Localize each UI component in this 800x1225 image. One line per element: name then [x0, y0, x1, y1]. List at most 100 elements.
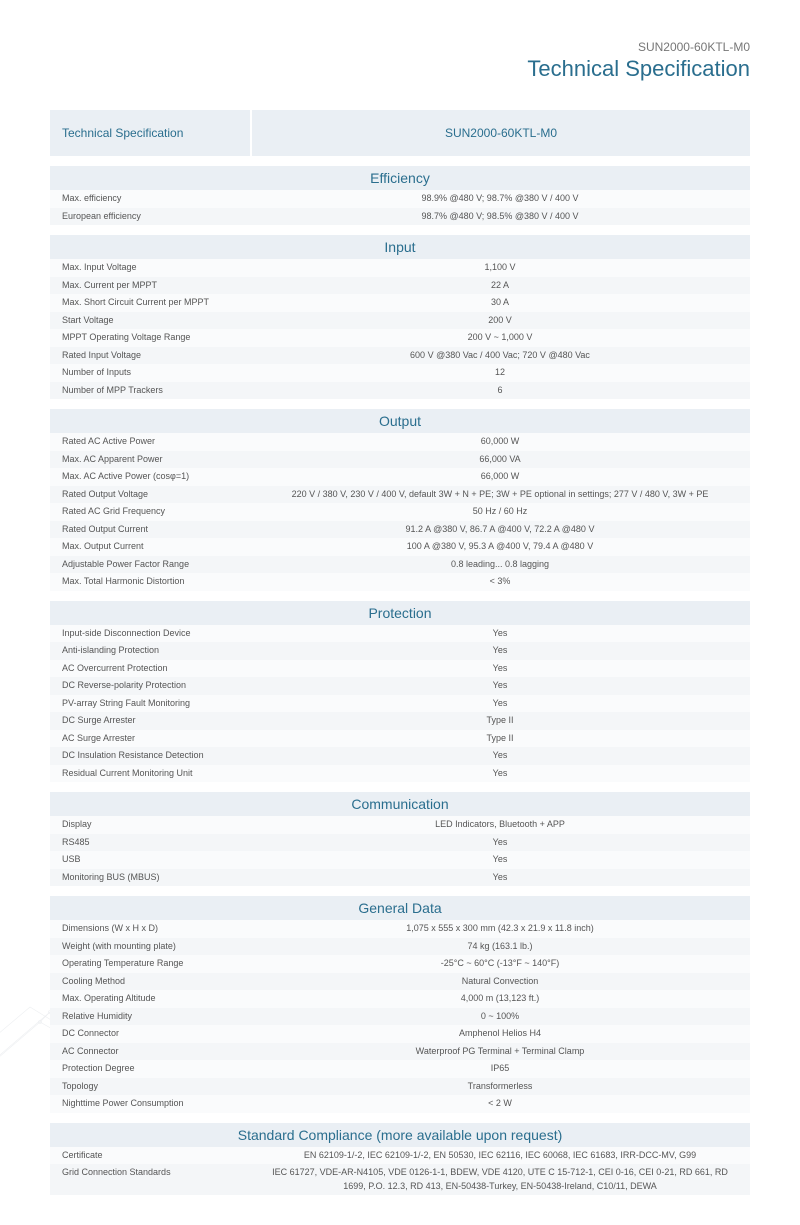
- row-value: Yes: [250, 765, 750, 783]
- spec-section: OutputRated AC Active Power60,000 WMax. …: [50, 409, 750, 591]
- row-label: Certificate: [50, 1147, 250, 1165]
- row-value: Yes: [250, 695, 750, 713]
- row-value: 100 A @380 V, 95.3 A @400 V, 79.4 A @480…: [250, 538, 750, 556]
- page-header: SUN2000-60KTL-M0 Technical Specification: [50, 40, 750, 82]
- table-row: Number of MPP Trackers6: [50, 382, 750, 400]
- row-value: 4,000 m (13,123 ft.): [250, 990, 750, 1008]
- table-row: Max. Output Current100 A @380 V, 95.3 A …: [50, 538, 750, 556]
- row-value: Yes: [250, 834, 750, 852]
- table-row: USBYes: [50, 851, 750, 869]
- table-row: Max. Current per MPPT22 A: [50, 277, 750, 295]
- row-label: AC Overcurrent Protection: [50, 660, 250, 678]
- table-row: TopologyTransformerless: [50, 1078, 750, 1096]
- row-value: Yes: [250, 625, 750, 643]
- table-row: Start Voltage200 V: [50, 312, 750, 330]
- table-row: DC Reverse-polarity ProtectionYes: [50, 677, 750, 695]
- row-label: Number of Inputs: [50, 364, 250, 382]
- table-row: AC ConnectorWaterproof PG Terminal + Ter…: [50, 1043, 750, 1061]
- row-label: Topology: [50, 1078, 250, 1096]
- row-label: Display: [50, 816, 250, 834]
- row-value: 50 Hz / 60 Hz: [250, 503, 750, 521]
- spec-section: General DataDimensions (W x H x D)1,075 …: [50, 896, 750, 1113]
- row-value: 200 V: [250, 312, 750, 330]
- table-row: DisplayLED Indicators, Bluetooth + APP: [50, 816, 750, 834]
- row-value: 66,000 W: [250, 468, 750, 486]
- row-value: 1,100 V: [250, 259, 750, 277]
- row-label: Operating Temperature Range: [50, 955, 250, 973]
- row-value: 0.8 leading... 0.8 lagging: [250, 556, 750, 574]
- table-row: Dimensions (W x H x D)1,075 x 555 x 300 …: [50, 920, 750, 938]
- row-value: 1,075 x 555 x 300 mm (42.3 x 21.9 x 11.8…: [250, 920, 750, 938]
- row-label: DC Insulation Resistance Detection: [50, 747, 250, 765]
- section-title: Input: [50, 235, 750, 259]
- table-row: Rated Output Current91.2 A @380 V, 86.7 …: [50, 521, 750, 539]
- table-row: Relative Humidity0 ~ 100%: [50, 1008, 750, 1026]
- row-value: Amphenol Helios H4: [250, 1025, 750, 1043]
- row-label: RS485: [50, 834, 250, 852]
- row-label: Max. Current per MPPT: [50, 277, 250, 295]
- row-label: Dimensions (W x H x D): [50, 920, 250, 938]
- row-label: Max. Input Voltage: [50, 259, 250, 277]
- title-bar-right: SUN2000-60KTL-M0: [252, 110, 750, 156]
- row-value: 220 V / 380 V, 230 V / 400 V, default 3W…: [250, 486, 750, 504]
- row-label: DC Reverse-polarity Protection: [50, 677, 250, 695]
- table-row: Adjustable Power Factor Range0.8 leading…: [50, 556, 750, 574]
- table-row: DC Insulation Resistance DetectionYes: [50, 747, 750, 765]
- row-label: Nighttime Power Consumption: [50, 1095, 250, 1113]
- table-row: Residual Current Monitoring UnitYes: [50, 765, 750, 783]
- row-value: Yes: [250, 869, 750, 887]
- table-row: Nighttime Power Consumption< 2 W: [50, 1095, 750, 1113]
- table-row: Anti-islanding ProtectionYes: [50, 642, 750, 660]
- row-label: Number of MPP Trackers: [50, 382, 250, 400]
- row-label: Max. AC Apparent Power: [50, 451, 250, 469]
- row-label: Max. Short Circuit Current per MPPT: [50, 294, 250, 312]
- row-value: 12: [250, 364, 750, 382]
- title-bar: Technical Specification SUN2000-60KTL-M0: [50, 110, 750, 156]
- row-label: Start Voltage: [50, 312, 250, 330]
- row-value: < 2 W: [250, 1095, 750, 1113]
- table-row: Rated AC Grid Frequency50 Hz / 60 Hz: [50, 503, 750, 521]
- row-label: Rated AC Active Power: [50, 433, 250, 451]
- row-label: MPPT Operating Voltage Range: [50, 329, 250, 347]
- row-value: Yes: [250, 677, 750, 695]
- row-value: Yes: [250, 660, 750, 678]
- spec-section: ProtectionInput-side Disconnection Devic…: [50, 601, 750, 783]
- table-row: MPPT Operating Voltage Range200 V ~ 1,00…: [50, 329, 750, 347]
- spec-section: CommunicationDisplayLED Indicators, Blue…: [50, 792, 750, 886]
- title-bar-left: Technical Specification: [50, 110, 250, 156]
- table-row: Max. AC Apparent Power66,000 VA: [50, 451, 750, 469]
- row-label: Relative Humidity: [50, 1008, 250, 1026]
- row-value: Type II: [250, 730, 750, 748]
- table-row: Max. Short Circuit Current per MPPT30 A: [50, 294, 750, 312]
- row-value: 60,000 W: [250, 433, 750, 451]
- spec-section: Standard Compliance (more available upon…: [50, 1123, 750, 1196]
- table-row: European efficiency98.7% @480 V; 98.5% @…: [50, 208, 750, 226]
- row-value: Yes: [250, 851, 750, 869]
- header-model: SUN2000-60KTL-M0: [50, 40, 750, 54]
- section-title: Standard Compliance (more available upon…: [50, 1123, 750, 1147]
- table-row: CertificateEN 62109-1/-2, IEC 62109-1/-2…: [50, 1147, 750, 1165]
- row-value: -25°C ~ 60°C (-13°F ~ 140°F): [250, 955, 750, 973]
- section-title: Communication: [50, 792, 750, 816]
- row-label: Protection Degree: [50, 1060, 250, 1078]
- table-row: PV-array String Fault MonitoringYes: [50, 695, 750, 713]
- table-row: Max. Operating Altitude4,000 m (13,123 f…: [50, 990, 750, 1008]
- table-row: AC Overcurrent ProtectionYes: [50, 660, 750, 678]
- row-value: 98.7% @480 V; 98.5% @380 V / 400 V: [250, 208, 750, 226]
- row-value: 30 A: [250, 294, 750, 312]
- table-row: DC Surge ArresterType II: [50, 712, 750, 730]
- row-label: AC Surge Arrester: [50, 730, 250, 748]
- row-value: Natural Convection: [250, 973, 750, 991]
- table-row: Monitoring BUS (MBUS)Yes: [50, 869, 750, 887]
- row-value: Type II: [250, 712, 750, 730]
- row-value: 66,000 VA: [250, 451, 750, 469]
- table-row: Rated Input Voltage600 V @380 Vac / 400 …: [50, 347, 750, 365]
- row-label: Grid Connection Standards: [50, 1164, 250, 1195]
- section-title: Output: [50, 409, 750, 433]
- row-label: Monitoring BUS (MBUS): [50, 869, 250, 887]
- row-value: Yes: [250, 747, 750, 765]
- row-value: EN 62109-1/-2, IEC 62109-1/-2, EN 50530,…: [250, 1147, 750, 1165]
- row-value: 200 V ~ 1,000 V: [250, 329, 750, 347]
- table-row: Grid Connection StandardsIEC 61727, VDE-…: [50, 1164, 750, 1195]
- row-value: Waterproof PG Terminal + Terminal Clamp: [250, 1043, 750, 1061]
